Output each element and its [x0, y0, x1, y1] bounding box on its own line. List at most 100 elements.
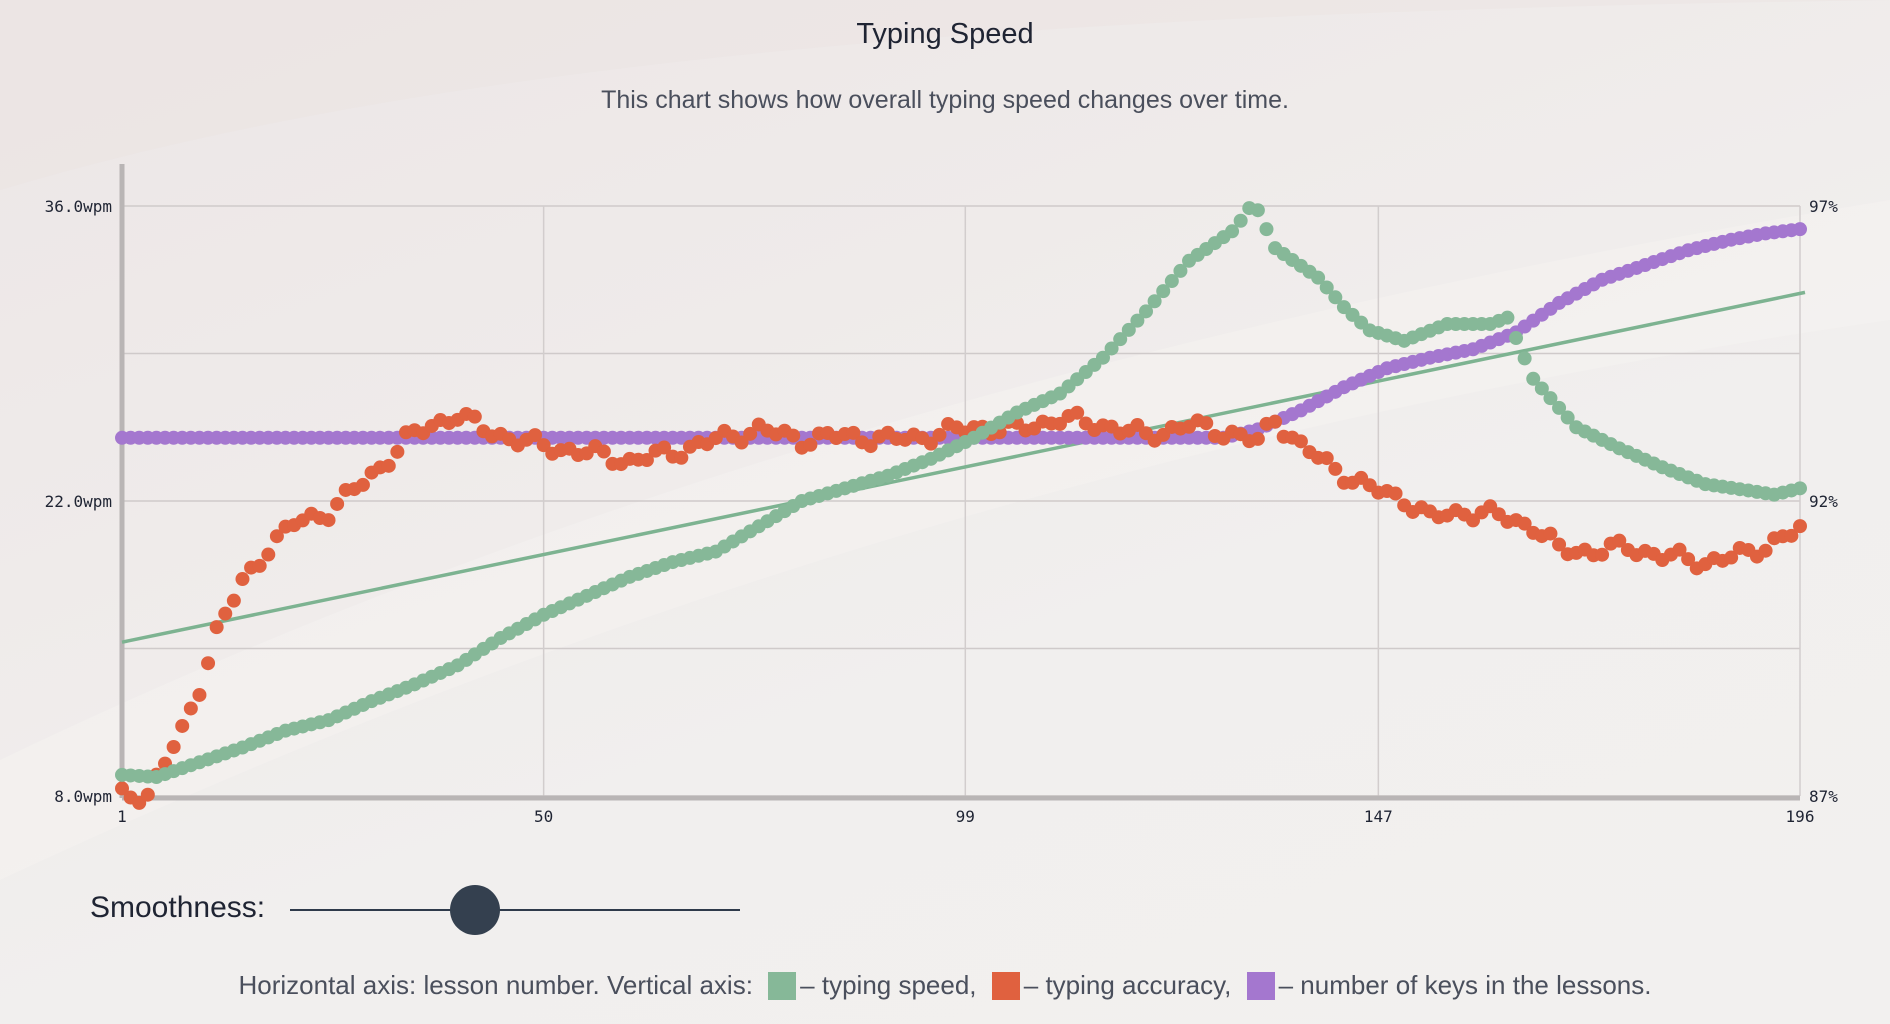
trendline [121, 290, 1806, 644]
point-typing-accuracy [1070, 405, 1085, 420]
point-typing-accuracy [932, 427, 947, 442]
point-typing-speed [1517, 351, 1532, 366]
point-typing-accuracy [1517, 516, 1532, 531]
legend-swatch-keys [1246, 972, 1275, 1000]
point-typing-speed [1121, 322, 1136, 337]
x-tick-label: 147 [1364, 807, 1393, 826]
point-typing-accuracy [390, 444, 405, 459]
point-typing-accuracy [863, 439, 878, 454]
point-typing-accuracy [1543, 526, 1558, 541]
point-typing-accuracy [1199, 416, 1214, 431]
point-typing-speed [1311, 270, 1326, 285]
point-typing-accuracy [803, 437, 818, 452]
point-typing-speed [1225, 224, 1240, 239]
x-tick-label: 196 [1786, 807, 1815, 826]
point-typing-accuracy [1724, 550, 1739, 565]
point-typing-accuracy [536, 438, 551, 453]
point-typing-accuracy [923, 436, 938, 451]
x-tick-label: 50 [534, 807, 553, 826]
x-tick-label: 99 [956, 807, 975, 826]
chart-title: Typing Speed [856, 18, 1034, 50]
legend-label-accuracy: – typing accuracy, [1023, 970, 1232, 1000]
chart-legend: Horizontal axis: lesson number. Vertical… [0, 970, 1890, 1001]
point-typing-accuracy [1328, 461, 1343, 476]
point-typing-accuracy [639, 453, 654, 468]
chart-marks [115, 201, 1807, 810]
point-typing-speed [1328, 290, 1343, 305]
y-left-tick-label: 8.0wpm [54, 787, 112, 806]
point-typing-accuracy [786, 428, 801, 443]
point-typing-accuracy [1784, 528, 1799, 543]
point-typing-accuracy [1319, 451, 1334, 466]
point-typing-accuracy [1388, 486, 1403, 501]
point-typing-accuracy [330, 496, 345, 511]
point-typing-speed [1147, 294, 1162, 309]
point-typing-speed [1509, 331, 1524, 346]
point-typing-accuracy [657, 440, 672, 455]
series-typing-speed [115, 201, 1807, 785]
point-typing-accuracy [218, 606, 233, 621]
legend-swatch-accuracy [991, 972, 1020, 1000]
point-typing-speed [1250, 203, 1265, 218]
point-typing-accuracy [252, 558, 267, 573]
point-typing-accuracy [467, 409, 482, 424]
point-typing-accuracy [261, 547, 276, 562]
point-typing-accuracy [209, 620, 224, 635]
point-typing-speed [1534, 381, 1549, 396]
slider-track[interactable] [290, 909, 740, 911]
point-typing-accuracy [596, 444, 611, 459]
point-typing-accuracy [321, 513, 336, 528]
legend-label-speed: – typing speed, [800, 970, 977, 1000]
legend-label-keys: – number of keys in the lessons. [1278, 970, 1652, 1000]
point-typing-accuracy [743, 426, 758, 441]
point-typing-accuracy [115, 781, 129, 796]
point-typing-accuracy [1681, 552, 1696, 567]
point-typing-accuracy [734, 435, 749, 450]
chart: 1 50 99 147 196 8.0wpm 22.0wpm 36.0wpm 87% 92% 97% [45, 164, 1839, 826]
point-typing-speed [1233, 213, 1248, 228]
point-typing-accuracy [1758, 543, 1773, 558]
point-typing-accuracy [269, 529, 284, 544]
point-typing-accuracy [1552, 537, 1567, 552]
y-right-tick-label: 92% [1809, 492, 1838, 511]
point-typing-speed [1113, 332, 1128, 347]
point-typing-accuracy [140, 787, 155, 802]
point-typing-accuracy [1293, 434, 1308, 449]
y-left-tick-label: 36.0wpm [45, 197, 112, 216]
point-typing-accuracy [1250, 431, 1265, 446]
point-typing-speed [1156, 284, 1171, 299]
point-typing-speed [1130, 313, 1145, 328]
point-typing-accuracy [1612, 533, 1627, 548]
point-typing-speed [1793, 481, 1807, 496]
point-number-of-keys-in-the-lessons [1793, 222, 1807, 237]
legend-swatch-speed [768, 972, 797, 1000]
point-typing-accuracy [226, 593, 241, 608]
point-typing-accuracy [235, 572, 250, 587]
tick-labels: 1 50 99 147 196 8.0wpm 22.0wpm 36.0wpm 87% 92% 97% [45, 197, 1839, 826]
point-typing-speed [1319, 280, 1334, 295]
point-typing-speed [1259, 222, 1274, 237]
point-typing-speed [1526, 371, 1541, 386]
point-typing-speed [1173, 263, 1188, 278]
point-typing-speed [1560, 410, 1575, 425]
point-typing-speed [1500, 310, 1515, 325]
point-typing-speed [1543, 391, 1558, 406]
point-typing-accuracy [674, 450, 689, 465]
point-typing-accuracy [183, 701, 198, 716]
point-typing-speed [1104, 341, 1119, 356]
smoothness-label: Smoothness: [90, 891, 266, 924]
point-typing-accuracy [166, 739, 181, 754]
point-typing-accuracy [1268, 414, 1283, 429]
point-typing-accuracy [1793, 519, 1807, 534]
legend-prefix: Horizontal axis: lesson number. Vertical… [238, 970, 753, 1000]
point-typing-speed [1095, 350, 1110, 365]
point-typing-accuracy [846, 425, 861, 440]
smoothness-slider[interactable] [290, 884, 740, 936]
chart-axes [119, 164, 1800, 801]
point-typing-speed [1164, 274, 1179, 289]
point-typing-accuracy [1595, 547, 1610, 562]
point-typing-accuracy [201, 656, 216, 671]
point-typing-accuracy [381, 458, 396, 473]
slider-thumb[interactable] [449, 885, 500, 935]
y-right-tick-label: 97% [1809, 197, 1838, 216]
